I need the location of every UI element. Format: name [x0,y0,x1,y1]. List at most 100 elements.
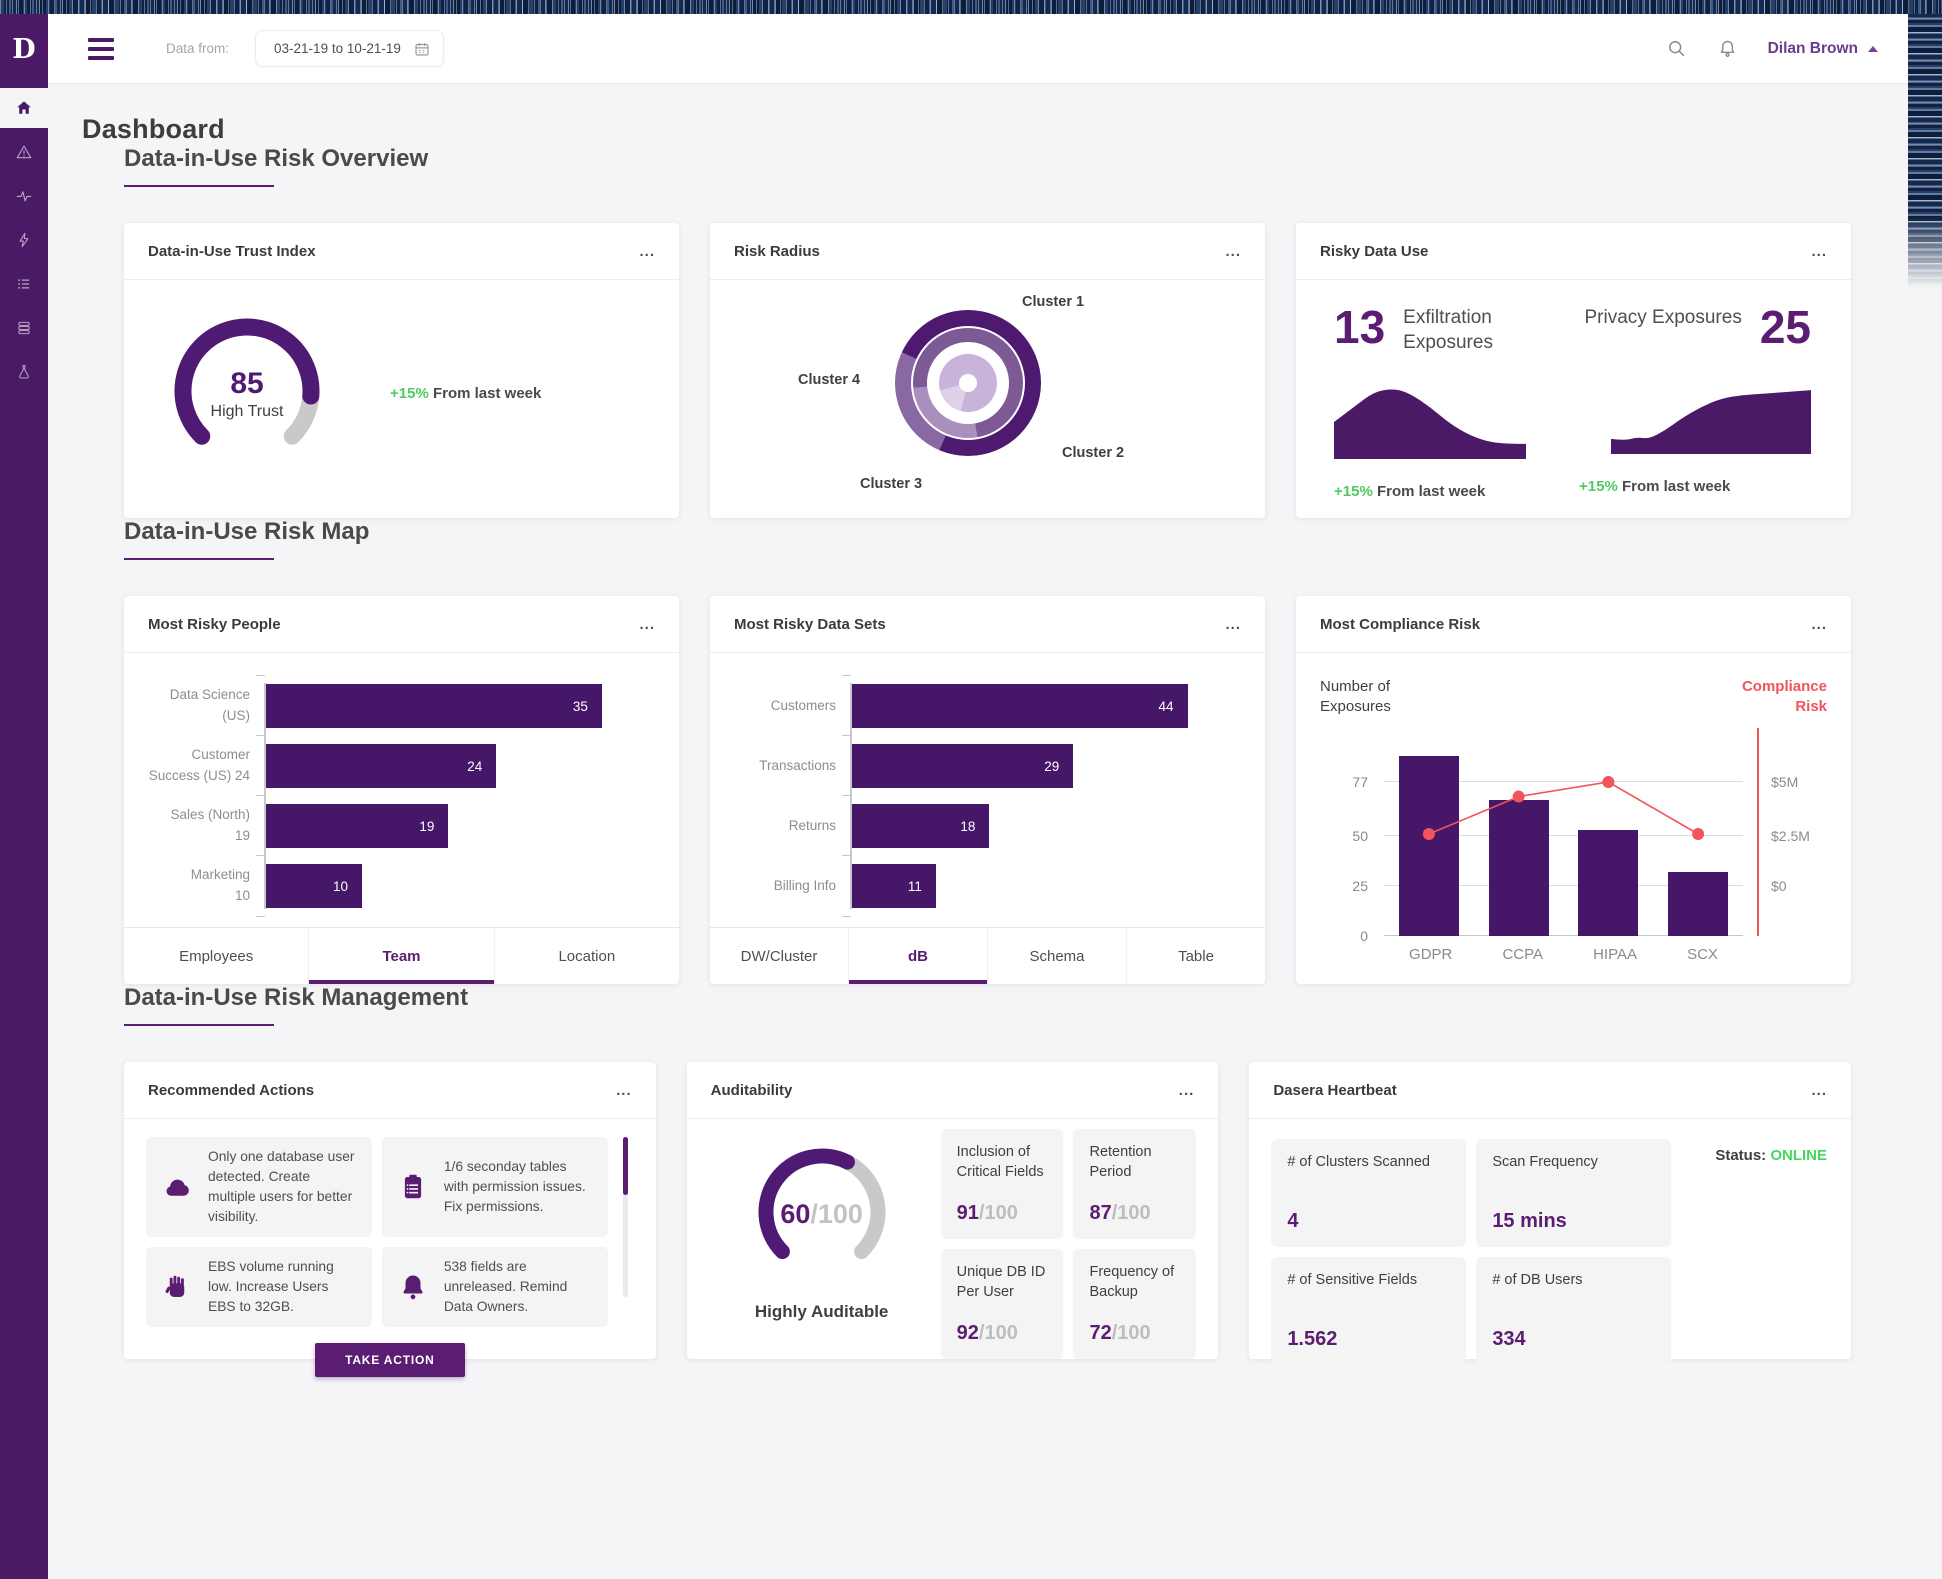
exfiltration-label: Exfiltration Exposures [1403,307,1493,353]
bar: 11 [852,864,936,908]
section-underline [124,558,274,560]
exfiltration-sparkline [1334,389,1526,460]
card-title: Risky Data Use [1320,242,1429,260]
card-title: Data-in-Use Trust Index [148,242,316,260]
bar-value-label: 11 [907,878,922,894]
card-menu-button[interactable]: ... [1811,615,1827,633]
stat-tile: Unique DB ID Per User 92/100 [940,1249,1064,1359]
bar-value-label: 10 [333,878,349,894]
action-item[interactable]: 538 fields are unreleased. Remind Data O… [381,1247,608,1327]
bar: 44 [852,684,1188,728]
bar-value-label: 19 [419,818,435,834]
stat-tile: # of DB Users 334 [1476,1257,1672,1365]
action-item[interactable]: 1/6 seconday tables with permission issu… [381,1137,608,1237]
clipboard-icon [396,1172,430,1202]
card-menu-button[interactable]: ... [1225,242,1241,260]
actions-scrollbar-track[interactable] [622,1137,628,1297]
sidebar-item-data-stores[interactable] [0,308,48,348]
right-axis-tick: $0 [1771,877,1787,894]
most-risky-people-card: Most Risky People ... Data Science (US) Cu… [124,596,679,984]
noise-artifact-top [0,0,1942,14]
bar-category-label: Sales (North) 19 [170,807,250,843]
stat-tile: Frequency of Backup 72/100 [1073,1249,1197,1359]
topbar: Data from: 03-21-19 to 10-21-19 Dilan Br… [48,14,1942,84]
take-action-button[interactable]: TAKE ACTION [314,1343,465,1377]
bullet-list-icon [18,279,30,289]
sidebar-item-policies[interactable] [0,264,48,304]
compliance-bar [1488,799,1549,936]
recommended-actions-card: Recommended Actions ... Only one databas… [124,1062,656,1377]
card-title: Most Risky People [148,615,281,633]
stat-label: # of Sensitive Fields [1287,1272,1418,1288]
card-menu-button[interactable]: ... [639,242,655,260]
tab-table[interactable]: Table [1126,928,1265,984]
right-axis-tick: $2.5M [1771,827,1810,844]
card-title: Auditability [710,1081,793,1099]
exfiltration-count: 13 [1334,301,1386,353]
stat-label: Frequency of Backup [1089,1264,1175,1300]
page-title: Dashboard [82,114,225,144]
card-menu-button[interactable]: ... [1178,1081,1195,1099]
action-item[interactable]: EBS volume running low. Increase Users E… [146,1247,372,1327]
bar-category-label: Customer Success (US) 24 [148,747,250,783]
tab-db[interactable]: dB [848,928,987,984]
privacy-label: Privacy Exposures [1584,307,1742,328]
cluster-label: Cluster 3 [860,476,923,492]
combo-plot-area: 0 25 50 77 $0 $2.5M $5M [1352,727,1810,944]
tab-employees[interactable]: Employees [179,947,254,965]
stat-label: Retention Period [1089,1144,1152,1180]
stat-tile: Scan Frequency 15 mins [1476,1139,1672,1247]
topbar-right: Dilan Brown [1666,38,1942,59]
actions-scrollbar-thumb[interactable] [622,1137,628,1195]
privacy-count: 25 [1759,301,1811,353]
home-icon [17,101,31,114]
warning-triangle-icon [16,145,32,159]
hamburger-icon[interactable] [88,37,114,60]
cluster-label: Cluster 4 [798,372,861,388]
bar: 35 [266,684,602,728]
stat-suffix: /100 [978,1322,1018,1344]
right-axis-line [1757,727,1759,936]
compliance-bar [1578,829,1639,936]
tab-location[interactable]: Location [493,928,679,984]
section-underline [124,1024,274,1026]
stat-value: 4 [1287,1210,1299,1232]
auditability-card: Auditability ... 60 /100 Highly Auditabl… [686,1062,1219,1359]
tab-dw-cluster[interactable]: DW/Cluster [740,947,818,965]
card-menu-button[interactable]: ... [1811,1081,1827,1099]
bar-category-label: Data Science (US) [169,687,250,723]
search-icon[interactable] [1666,38,1687,59]
card-menu-button[interactable]: ... [639,615,655,633]
card-title: Recommended Actions [148,1081,315,1099]
stat-tile: Retention Period 87/100 [1073,1129,1197,1239]
auditability-gauge: 60 /100 Highly Auditable [703,1129,941,1359]
app-logo: D [12,33,36,65]
user-name: Dilan Brown [1767,39,1858,57]
user-menu[interactable]: Dilan Brown [1768,40,1878,58]
sidebar-item-home[interactable] [0,88,48,128]
tab-team[interactable]: Team [308,928,494,984]
compliance-risk-card: Most Compliance Risk ... Number of Expos… [1296,596,1851,984]
sidebar-item-quick-actions[interactable] [0,220,48,260]
pulse-icon [16,191,32,202]
card-menu-button[interactable]: ... [1811,242,1827,260]
sidebar-item-alerts[interactable] [0,132,48,172]
action-item[interactable]: Only one database user detected. Create … [146,1137,372,1237]
bar-value-label: 24 [467,758,483,774]
gauge-arc [174,318,320,445]
privacy-metric: Privacy Exposures 25 +15% From last week [1579,304,1811,500]
sidebar-item-labs[interactable] [0,352,48,392]
stat-label: # of DB Users [1492,1272,1583,1288]
heartbeat-status: Status: ONLINE [1715,1147,1827,1164]
risky-data-use-card: Risky Data Use ... 13 Exfiltration Expos… [1296,223,1851,518]
card-menu-button[interactable]: ... [616,1081,632,1099]
stat-value: 87 [1089,1202,1112,1224]
date-range-picker[interactable]: 03-21-19 to 10-21-19 [255,30,444,67]
trust-label: High Trust [210,402,284,420]
bell-icon[interactable] [1717,38,1738,59]
sidebar-item-activity[interactable] [0,176,48,216]
card-menu-button[interactable]: ... [1225,615,1241,633]
section-underline [124,185,274,187]
tab-schema[interactable]: Schema [987,928,1126,984]
left-axis-tick: 77 [1352,773,1368,790]
